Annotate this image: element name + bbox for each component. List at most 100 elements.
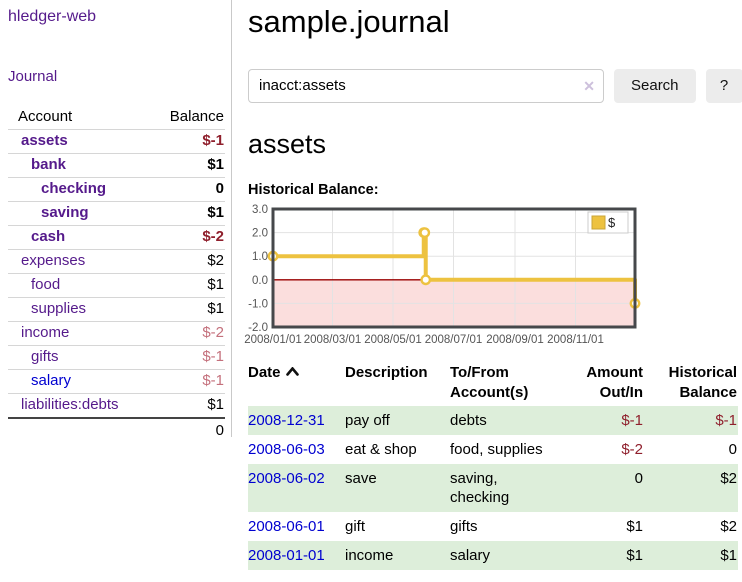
- y-tick-label: 3.0: [252, 204, 268, 216]
- account-balance: $-1: [144, 345, 225, 370]
- transaction-accounts: saving, checking: [450, 470, 510, 507]
- transaction-row: 2008-01-01 income salary $1 $1: [248, 541, 738, 571]
- account-link[interactable]: cash: [31, 228, 66, 245]
- account-link[interactable]: supplies: [31, 300, 87, 317]
- account-link[interactable]: assets: [21, 132, 68, 149]
- x-tick-label: 2008/01/01: [244, 334, 302, 346]
- transaction-balance: 0: [728, 441, 737, 459]
- x-tick-label: 2008/05/01: [364, 334, 422, 346]
- page-title: sample.journal: [248, 4, 450, 39]
- transaction-amount: 0: [634, 470, 643, 488]
- transaction-row: 2008-06-02 save saving, checking 0 $2: [248, 464, 738, 513]
- transaction-row: 2008-06-03 eat & shop food, supplies $-2 0: [248, 435, 738, 464]
- transaction-row: 2008-06-01 gift gifts $1 $2: [248, 512, 738, 541]
- transaction-description: pay off: [345, 412, 390, 430]
- account-row: checking 0: [8, 177, 225, 202]
- transaction-accounts: debts: [450, 412, 487, 430]
- account-link[interactable]: liabilities:debts: [21, 396, 119, 413]
- account-balance: 0: [144, 177, 225, 202]
- transaction-date-link[interactable]: 2008-06-01: [248, 518, 325, 536]
- account-row: cash $-2: [8, 225, 225, 250]
- account-link[interactable]: income: [21, 324, 70, 341]
- search-input[interactable]: [248, 68, 604, 103]
- account-link[interactable]: checking: [41, 180, 107, 197]
- help-button[interactable]: ?: [705, 68, 742, 103]
- account-link[interactable]: bank: [31, 156, 67, 173]
- x-tick-label: 2008/07/01: [425, 334, 483, 346]
- register-header-balance: Historical Balance: [668, 364, 737, 402]
- balance-chart[interactable]: $3.0 2.0 1.0 0.0 -1.0 -2.0 2008/01/01 2008/03/0…: [244, 204, 742, 351]
- y-tick-label: 1.0: [252, 251, 268, 263]
- transaction-amount: $1: [626, 518, 643, 536]
- x-tick-label: 2008/11/01: [547, 334, 604, 346]
- account-balance: $1: [144, 201, 225, 226]
- transaction-description: gift: [345, 518, 366, 536]
- main-content: sample.journal ✕ Search ? assets Histori…: [232, 0, 742, 582]
- transaction-amount: $-1: [621, 412, 643, 430]
- transaction-accounts: salary: [450, 547, 491, 565]
- transaction-description: eat & shop: [345, 441, 417, 459]
- account-balance: $-1: [144, 369, 225, 394]
- transaction-amount: $1: [626, 547, 643, 565]
- y-tick-label: -1.0: [248, 298, 268, 310]
- account-balance: $-2: [144, 225, 225, 250]
- account-row: gifts $-1: [8, 345, 225, 370]
- transaction-balance: $1: [720, 547, 737, 565]
- account-balance: $2: [144, 249, 225, 274]
- x-tick-label: 2008/09/01: [486, 334, 544, 346]
- transaction-date-link[interactable]: 2008-12-31: [248, 412, 325, 430]
- account-link[interactable]: salary: [31, 372, 72, 389]
- account-balance: $1: [144, 297, 225, 322]
- chart-title: Historical Balance:: [248, 182, 379, 199]
- account-balance: $-2: [144, 321, 225, 346]
- transaction-date-link[interactable]: 2008-06-03: [248, 441, 325, 459]
- sidebar: hledger-web Journal Account Balance asse…: [0, 0, 232, 443]
- x-tick-label: 2008/03/01: [304, 334, 362, 346]
- transaction-description: save: [345, 470, 377, 488]
- brand-link[interactable]: hledger-web: [8, 8, 97, 25]
- accounts-total-value: 0: [144, 417, 225, 443]
- register-header-accounts: To/From Account(s): [450, 364, 529, 402]
- accounts-total-row: 0: [8, 417, 225, 443]
- transaction-accounts: food, supplies: [450, 441, 543, 459]
- account-link[interactable]: expenses: [21, 252, 86, 269]
- plot-border: [271, 207, 637, 329]
- nav-journal-link[interactable]: Journal: [8, 68, 58, 85]
- account-row: food $1: [8, 273, 225, 298]
- register-header-amount: Amount Out/In: [586, 364, 643, 402]
- accounts-header-balance: Balance: [169, 108, 224, 125]
- transaction-amount: $-2: [621, 441, 643, 459]
- transaction-date-link[interactable]: 2008-01-01: [248, 547, 325, 565]
- accounts-header-account: Account: [18, 108, 73, 125]
- account-row: assets $-1: [8, 129, 225, 154]
- accounts-table: Account Balance assets $-1 bank $1 checking 0…: [8, 105, 225, 443]
- transaction-date-link[interactable]: 2008-06-02: [248, 470, 325, 488]
- account-row: salary $-1: [8, 369, 225, 394]
- legend-label: $: [608, 215, 616, 230]
- y-tick-label: 2.0: [252, 228, 268, 240]
- account-heading: assets: [248, 128, 327, 159]
- chart-legend: $: [587, 211, 629, 234]
- register-table: Date Description To/From Account(s) Amou…: [248, 360, 738, 571]
- register-header-description: Description: [345, 364, 428, 382]
- clear-search-icon[interactable]: ✕: [583, 77, 595, 94]
- account-balance: $-1: [144, 129, 225, 154]
- transaction-row: 2008-12-31 pay off debts $-1 $-1: [248, 406, 738, 436]
- transaction-balance: $-1: [715, 412, 737, 430]
- account-link[interactable]: food: [31, 276, 61, 293]
- account-link[interactable]: saving: [41, 204, 89, 221]
- transaction-balance: $2: [720, 470, 737, 488]
- search-button[interactable]: Search: [614, 68, 696, 103]
- account-row: liabilities:debts $1: [8, 393, 225, 418]
- sort-asc-icon: [285, 366, 299, 376]
- account-balance: $1: [144, 393, 225, 418]
- account-row: bank $1: [8, 153, 225, 178]
- account-link[interactable]: gifts: [31, 348, 59, 365]
- account-row: supplies $1: [8, 297, 225, 322]
- account-balance: $1: [144, 153, 225, 178]
- account-row: income $-2: [8, 321, 225, 346]
- legend-swatch: [591, 215, 606, 230]
- register-header-date[interactable]: Date: [248, 360, 345, 406]
- transaction-balance: $2: [720, 518, 737, 536]
